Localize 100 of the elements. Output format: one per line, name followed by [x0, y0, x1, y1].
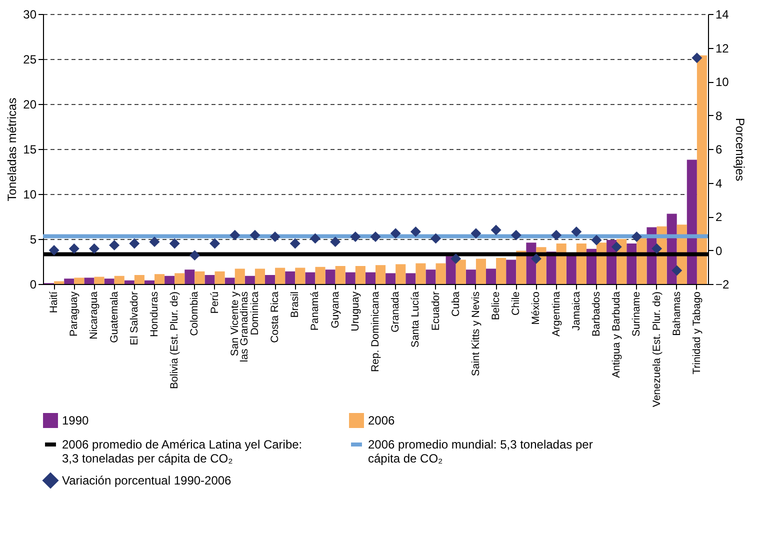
bar [254, 268, 265, 284]
bar [396, 264, 406, 284]
y2-tick-label: 4 [716, 176, 722, 190]
point [109, 240, 120, 250]
y-tick-label: 30 [23, 8, 37, 22]
bar [144, 280, 155, 284]
y-tick-label: 10 [23, 188, 37, 202]
bar [686, 160, 697, 284]
y2-tick-label: 2 [716, 210, 722, 224]
y-tick-label: 5 [30, 232, 37, 246]
point [129, 238, 140, 249]
bar [275, 268, 286, 284]
y-axis-title: Toneladas métricas [5, 98, 20, 202]
bar [94, 276, 104, 284]
bar [426, 270, 436, 284]
legend-label: 2006 promedio mundial: 5,3 toneladas per cápita de CO₂ [368, 438, 593, 466]
x-tick-label: Antigua y Barbuda [610, 291, 623, 378]
bar [124, 280, 134, 284]
bar [466, 270, 476, 284]
point [88, 243, 100, 254]
bar [456, 260, 466, 284]
point [270, 232, 280, 242]
bar [386, 273, 396, 284]
point [350, 232, 361, 242]
x-tick-label: Haití [48, 291, 60, 314]
bar [74, 278, 84, 284]
x-tick-label: Cuba [450, 291, 462, 317]
y2-tick-label: 0 [716, 244, 722, 258]
bar [114, 276, 124, 284]
bar [224, 278, 235, 284]
point [672, 265, 682, 276]
bar [365, 272, 376, 284]
x-tick-label: San Vicente y las Granadinas [228, 290, 250, 362]
point [510, 230, 522, 240]
legend-label: Variación porcentual 1990-2006 [62, 474, 232, 488]
bar [174, 273, 185, 284]
x-tick-label: Jamaica [570, 291, 582, 331]
x-tick-label: Bahamas [670, 292, 683, 336]
point [692, 52, 702, 64]
bar [315, 266, 326, 284]
point [390, 228, 401, 239]
bar [345, 272, 356, 284]
point [48, 245, 60, 256]
x-tick-label: Brasil [289, 292, 302, 318]
bar [436, 263, 446, 284]
x-tick-label: Rep. Dominicana [370, 291, 382, 372]
bar [335, 266, 346, 284]
bar [576, 244, 586, 284]
point [611, 242, 622, 252]
point [450, 253, 462, 264]
point [290, 238, 300, 249]
bar [556, 244, 566, 284]
bar [696, 55, 707, 284]
point [470, 228, 482, 239]
x-tick-label: México [530, 291, 542, 325]
y2-axis-title: Porcentajes [733, 118, 748, 182]
x-tick-label: El Salvador [128, 291, 140, 346]
point [410, 226, 421, 237]
x-tick-label: Saint Kitts y Nevis [470, 292, 482, 376]
x-tick-label: Argentina [550, 291, 562, 336]
y2-tick-label: 10 [716, 75, 730, 89]
bar [376, 265, 386, 284]
bar [244, 276, 255, 284]
y2-tick-label: 14 [716, 8, 730, 22]
x-tick-label: Dominica [248, 291, 261, 336]
point [169, 238, 180, 249]
bar [104, 278, 114, 284]
bar [265, 275, 276, 284]
bar [54, 281, 64, 284]
bar [506, 260, 516, 284]
point [530, 253, 542, 264]
y2-tick-label: −2 [716, 278, 730, 292]
bar [355, 266, 366, 284]
point [551, 230, 562, 240]
x-tick-label: Santa Lucía [410, 291, 422, 348]
bar [134, 275, 144, 284]
x-tick-label: Perú [208, 291, 221, 314]
legend-label: 2006 promedio de América Latina yel Caribe: 3,3 toneladas per cápita de CO₂ [62, 438, 302, 466]
bar [194, 271, 205, 284]
point [310, 233, 320, 244]
bar [234, 268, 245, 284]
x-tick-label: Costa Rica [269, 291, 282, 343]
point [230, 230, 240, 240]
x-tick-label: Barbados [590, 292, 602, 336]
x-tick-label: Paraguay [68, 290, 80, 336]
bar [486, 268, 496, 284]
x-tick-label: Guyana [329, 291, 342, 328]
x-tick-label: Chile [510, 291, 522, 316]
x-tick-label: Ecuador [430, 291, 442, 331]
x-tick-label: Guatemala [108, 291, 120, 343]
bar [295, 268, 306, 284]
bar [164, 276, 175, 284]
point [430, 233, 442, 244]
x-tick-label: Nicaragua [88, 291, 100, 340]
x-tick-label: Uruguay [349, 290, 362, 332]
x-tick-label: Bolivia (Est. Plur. de) [168, 292, 181, 389]
point [210, 238, 220, 249]
bar [64, 278, 74, 284]
y-tick-label: 25 [23, 52, 37, 66]
bar [305, 272, 316, 284]
